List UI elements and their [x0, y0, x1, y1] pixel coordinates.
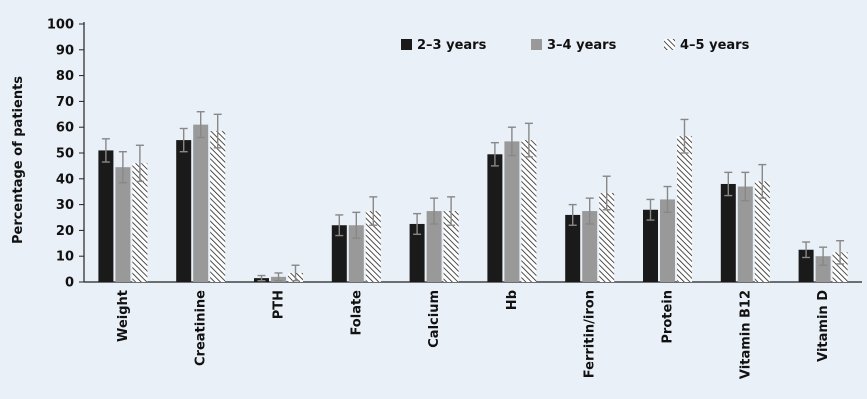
bar-ferritin-iron-series-2	[582, 211, 598, 282]
x-tick-label: Vitamin D	[816, 290, 831, 362]
y-tick-label: 100	[47, 18, 74, 33]
y-tick-label: 70	[56, 95, 74, 110]
x-tick-label: Protein	[661, 290, 676, 344]
bar-hb-series-1	[487, 154, 503, 282]
x-tick-label: Calcium	[427, 290, 442, 348]
bar-creatinine-series-2	[193, 124, 209, 283]
bar-vitamin-b12-series-1	[720, 183, 736, 282]
y-tick-label: 0	[65, 276, 74, 291]
bar-folate-series-3	[365, 211, 381, 282]
error-bars	[101, 111, 845, 282]
bars	[98, 124, 848, 283]
bar-ferritin-iron-series-3	[599, 192, 615, 282]
legend-swatch	[531, 39, 542, 50]
bar-vitamin-b12-series-2	[737, 186, 753, 282]
x-tick-label: Ferritin/iron	[583, 290, 598, 378]
x-tick-label: Folate	[349, 290, 364, 336]
bar-creatinine-series-1	[176, 140, 192, 282]
y-tick-label: 90	[56, 43, 74, 58]
legend-label: 4–5 years	[680, 38, 750, 53]
bar-folate-series-2	[348, 225, 364, 282]
y-tick-label: 10	[56, 250, 74, 265]
legend-swatch	[401, 39, 412, 50]
bar-weight-series-2	[115, 167, 131, 282]
y-tick-label: 20	[56, 224, 74, 239]
x-tick-label: PTH	[272, 290, 287, 319]
y-tick-label: 30	[56, 198, 74, 213]
legend-label: 3–4 years	[547, 38, 617, 53]
bar-protein-series-2	[660, 199, 675, 282]
legend-item: 3–4 years	[531, 38, 617, 53]
bar-calcium-series-2	[426, 211, 442, 282]
y-axis-title: Percentage of patients	[11, 76, 26, 244]
bar-vitamin-b12-series-3	[754, 181, 770, 282]
bar-vitamin-d-series-2	[815, 256, 831, 282]
legend: 2–3 years 3–4 years 4–5 years	[401, 38, 750, 53]
y-tick-label: 40	[56, 172, 74, 187]
bar-weight-series-1	[98, 150, 114, 282]
x-tick-label: Creatinine	[194, 290, 209, 366]
bar-calcium-series-3	[443, 211, 459, 282]
y-tick-label: 60	[56, 121, 74, 136]
y-tick-label: 50	[56, 147, 74, 162]
bar-protein-series-1	[643, 209, 658, 282]
legend-swatch	[664, 39, 675, 50]
bar-ferritin-iron-series-1	[565, 214, 581, 282]
bar-hb-series-3	[521, 140, 537, 282]
legend-item: 2–3 years	[401, 38, 487, 53]
y-axis-ticks: 0 10 20 30 40 50 60 70 80 90 100	[47, 18, 84, 291]
bar-hb-series-2	[504, 141, 520, 282]
bar-weight-series-3	[132, 163, 148, 282]
bar-calcium-series-1	[409, 223, 425, 282]
x-axis-labels: Weight Creatinine PTH Folate Calcium Hb Ferrit…	[116, 290, 831, 379]
bar-vitamin-d-series-3	[832, 252, 848, 282]
y-tick-label: 80	[56, 69, 74, 84]
y-axis-title-group: Percentage of patients	[11, 76, 26, 244]
x-tick-label: Hb	[505, 290, 520, 310]
legend-label: 2–3 years	[417, 38, 487, 53]
legend-item: 4–5 years	[664, 38, 750, 53]
bar-protein-series-3	[677, 136, 692, 282]
x-tick-label: Weight	[116, 290, 131, 342]
x-tick-label: Vitamin B12	[738, 290, 753, 379]
bar-creatinine-series-3	[210, 131, 226, 282]
bar-folate-series-1	[331, 225, 347, 282]
